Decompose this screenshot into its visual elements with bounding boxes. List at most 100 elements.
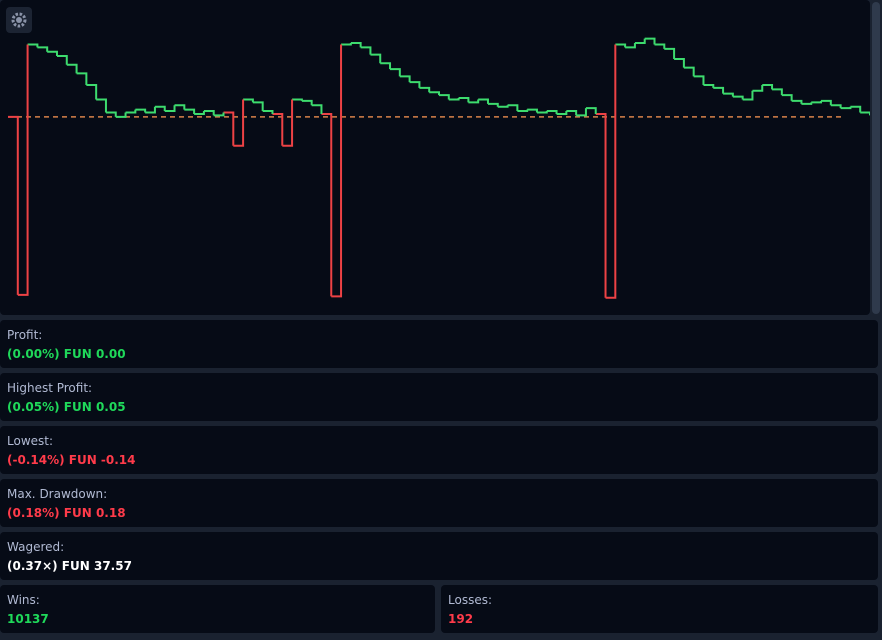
profit-line-segment xyxy=(105,111,117,117)
profit-line-segment xyxy=(674,57,685,68)
profit-line-segment xyxy=(723,92,734,97)
stat-label: Max. Drawdown: xyxy=(7,487,108,501)
profit-line-segment xyxy=(487,102,499,107)
profit-line-segment xyxy=(683,66,695,77)
stat-label: Highest Profit: xyxy=(7,381,93,395)
profit-line-segment xyxy=(693,75,705,85)
profit-line-segment xyxy=(840,106,852,110)
profit-line-segment xyxy=(497,105,509,108)
profit-line-segment xyxy=(76,72,88,85)
profit-line-segment xyxy=(311,104,323,114)
profit-line-segment xyxy=(262,110,274,114)
profit-line-segment xyxy=(203,110,215,116)
profit-line-segment xyxy=(17,44,29,296)
profit-line-segment xyxy=(282,99,294,147)
profit-line-segment xyxy=(458,97,470,103)
profit-line-segment xyxy=(233,99,245,147)
profit-line-segment xyxy=(772,88,783,96)
profit-line-segment xyxy=(448,98,460,101)
stat-label: Wagered: xyxy=(7,540,65,554)
stat-panel: Max. Drawdown: (0.18%) FUN 0.18 xyxy=(0,479,878,527)
stat-value: (0.37×) FUN 37.57 xyxy=(7,559,132,573)
profit-line-segment xyxy=(546,110,558,114)
scrollbar[interactable] xyxy=(872,2,880,314)
stat-value: (-0.14%) FUN -0.14 xyxy=(7,453,136,467)
profit-line-segment xyxy=(272,112,284,146)
stat-panel: Highest Profit: (0.05%) FUN 0.05 xyxy=(0,373,878,421)
profit-line-segment xyxy=(615,43,627,48)
profit-line-segment xyxy=(243,98,254,103)
profit-line-segment xyxy=(115,112,127,118)
profit-line-segment xyxy=(429,91,440,96)
profit-line-segment xyxy=(468,99,480,104)
profit-line-segment xyxy=(478,98,489,104)
profit-line-segment xyxy=(96,98,107,113)
profit-line-segment xyxy=(321,112,333,297)
stat-value: (0.00%) FUN 0.00 xyxy=(7,347,126,361)
losses-panel: Losses: 192 xyxy=(441,585,878,633)
stat-label: Lowest: xyxy=(7,434,54,448)
profit-line-segment xyxy=(154,105,166,112)
profit-line-segment xyxy=(595,112,607,298)
profit-line-segment xyxy=(86,84,98,100)
profit-line-segment xyxy=(301,99,313,106)
profit-line-segment xyxy=(830,104,842,109)
profit-line-segment xyxy=(644,37,656,45)
profit-line-segment xyxy=(439,94,450,100)
profit-line-segment xyxy=(341,43,352,46)
profit-line-segment xyxy=(370,53,382,64)
profit-line-segment xyxy=(654,43,666,49)
stat-panel: Profit: (0.00%) FUN 0.00 xyxy=(0,320,878,368)
profit-line-segment xyxy=(56,55,68,65)
profit-line-segment xyxy=(125,109,137,114)
profit-line-segment xyxy=(762,84,774,90)
profit-line-segment xyxy=(390,68,401,77)
profit-line-segment xyxy=(145,106,156,114)
profit-line-segment xyxy=(292,98,303,101)
profit-line-segment xyxy=(527,108,538,113)
stat-panel: Wagered: (0.37×) FUN 37.57 xyxy=(0,532,878,580)
profit-line-segment xyxy=(732,95,744,100)
profit-line-segment xyxy=(850,105,862,113)
profit-line-segment xyxy=(252,101,264,112)
stat-panel: Lowest: (-0.14%) FUN -0.14 xyxy=(0,426,878,474)
profit-line-segment xyxy=(47,50,58,57)
chart-panel xyxy=(0,0,871,315)
stat-value: (0.05%) FUN 0.05 xyxy=(7,400,126,414)
profit-line-segment xyxy=(742,90,754,101)
profit-line-segment xyxy=(781,94,793,101)
profit-line-segment xyxy=(821,99,832,106)
profit-line-segment xyxy=(860,111,871,116)
profit-line-segment xyxy=(409,81,421,88)
profit-line-segment xyxy=(194,111,205,115)
profit-line-segment xyxy=(625,43,636,49)
profit-line-segment xyxy=(331,44,343,298)
profit-line-segment xyxy=(135,108,147,113)
profit-line-segment xyxy=(556,111,568,115)
profit-line-segment xyxy=(801,102,813,105)
profit-line-segment xyxy=(713,86,725,94)
profit-line-segment xyxy=(174,104,186,110)
profit-line-segment xyxy=(791,99,803,104)
profit-line-segment xyxy=(585,107,597,114)
profit-line-segment xyxy=(164,105,176,113)
settings-button[interactable] xyxy=(6,7,32,33)
profit-line-segment xyxy=(634,38,646,45)
wins-panel: Wins: 10137 xyxy=(0,585,435,633)
profit-line-segment xyxy=(37,46,49,52)
profit-line-segment xyxy=(350,42,362,48)
profit-line-segment xyxy=(399,75,411,83)
profit-line-segment xyxy=(380,62,392,70)
profit-line-segment xyxy=(66,63,78,74)
profit-line-segment xyxy=(752,85,764,92)
profit-line-segment xyxy=(8,115,19,295)
chart xyxy=(6,7,871,299)
profit-line-segment xyxy=(517,109,529,113)
profit-line-segment xyxy=(360,46,372,55)
profit-line-segment xyxy=(664,47,676,59)
profit-line-segment xyxy=(576,108,587,117)
losses-value: 192 xyxy=(448,612,474,626)
profit-line-segment xyxy=(213,112,225,117)
profit-line-segment xyxy=(507,104,519,112)
